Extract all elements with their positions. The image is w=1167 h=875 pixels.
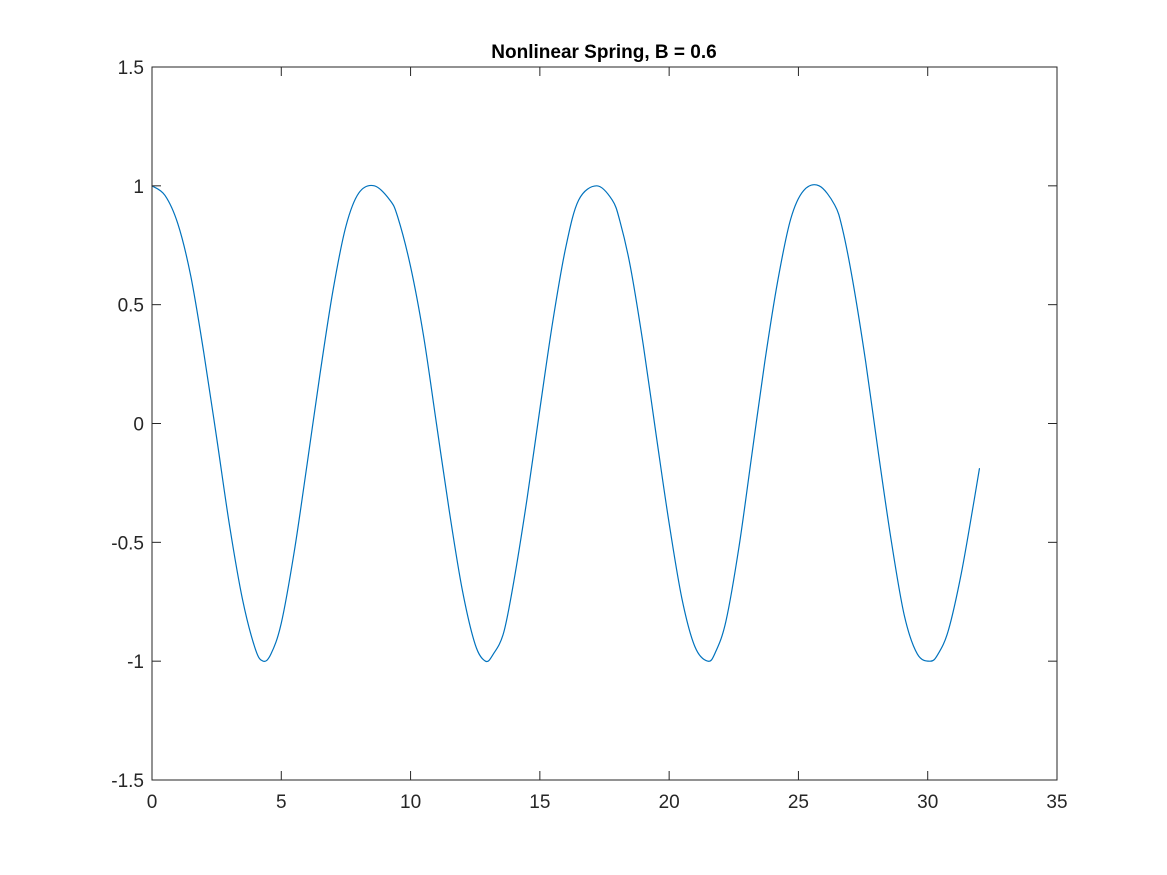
x-tick-label: 5 <box>276 792 287 813</box>
y-tick-label: 1.5 <box>118 58 144 79</box>
series-line-0 <box>151 184 981 663</box>
tick-labels-layer: 0 5 10 15 20 25 30 35 -1.5 -1 -0.5 0 0.5 1 1.5 <box>111 58 1067 813</box>
y-tick-label: -0.5 <box>111 533 144 554</box>
y-tick-label: 0 <box>133 415 144 436</box>
y-tick-label: 1 <box>133 177 144 198</box>
y-tick-label: 0.5 <box>118 296 144 317</box>
x-tick-label: 25 <box>788 792 809 813</box>
x-tick-label: 35 <box>1046 792 1067 813</box>
x-tick-label: 10 <box>400 792 421 813</box>
x-tick-label: 30 <box>917 792 938 813</box>
plot-area <box>152 67 1057 780</box>
y-tick-label: -1 <box>127 652 144 673</box>
x-tick-label: 15 <box>529 792 550 813</box>
axes-box <box>151 66 1058 781</box>
series-layer <box>151 184 981 663</box>
chart-title: Nonlinear Spring, B = 0.6 <box>491 42 716 63</box>
y-tick-label: -1.5 <box>111 771 144 792</box>
x-tick-label: 0 <box>147 792 158 813</box>
x-tick-label: 20 <box>659 792 680 813</box>
